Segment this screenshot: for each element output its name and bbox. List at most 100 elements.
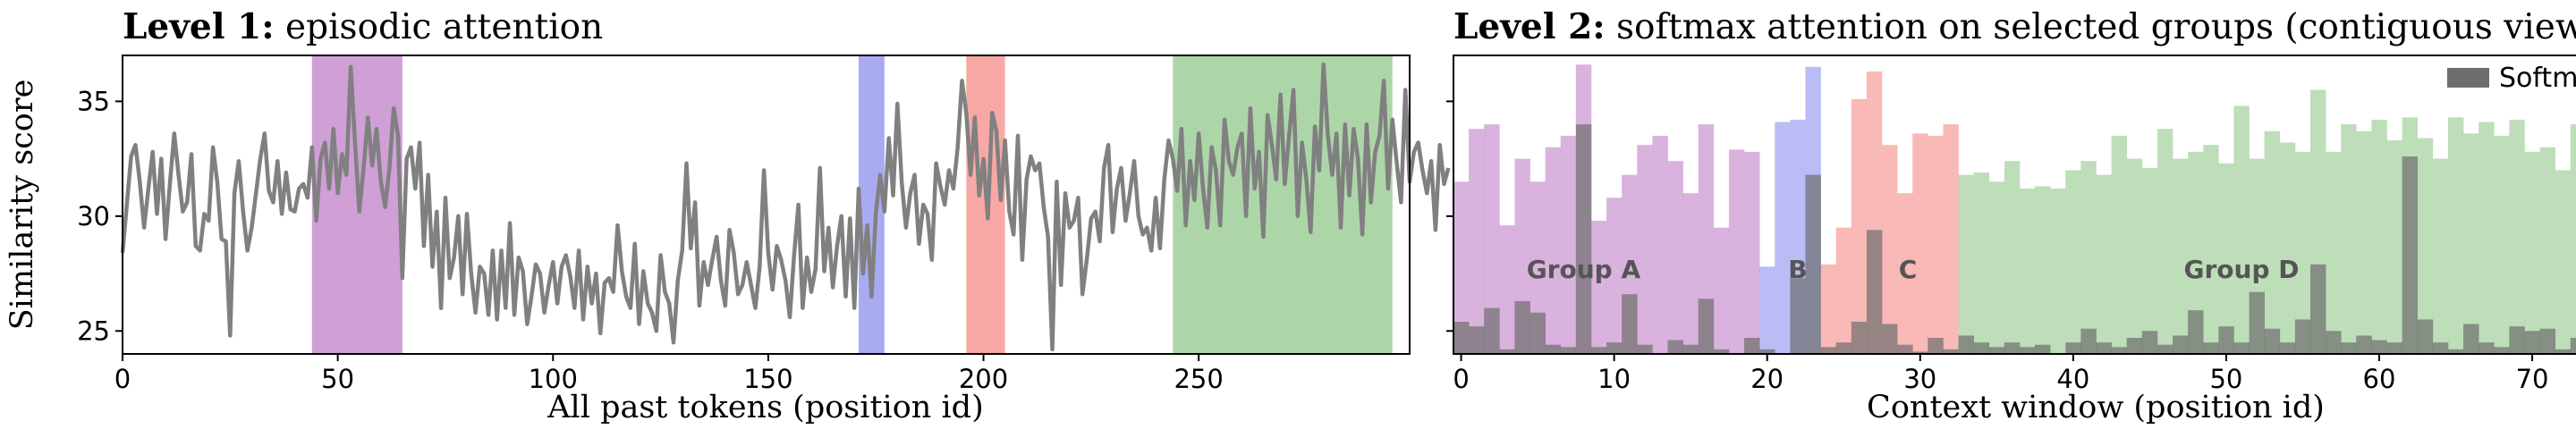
similarity-bar — [1590, 220, 1607, 354]
x-tick-label: 50 — [2209, 364, 2242, 394]
similarity-bar — [2218, 163, 2234, 354]
panel1-y-ticks: 25 30 35 — [77, 86, 123, 346]
softmax-bar — [1759, 349, 1775, 354]
x-tick-label: 150 — [743, 364, 792, 394]
x-tick-label: 0 — [1453, 364, 1469, 394]
softmax-bar — [2004, 342, 2021, 354]
similarity-bar — [1530, 181, 1546, 354]
softmax-bar — [2432, 342, 2449, 354]
x-tick-label: 100 — [529, 364, 578, 394]
softmax-bar — [2447, 349, 2464, 354]
x-tick-label: 30 — [1903, 364, 1936, 394]
softmax-bar — [2539, 328, 2556, 354]
similarity-bar — [2035, 186, 2051, 354]
similarity-bar — [1897, 193, 1913, 354]
softmax-bar — [2570, 338, 2576, 354]
panel2-x-axis-label: Context window (position id) — [1867, 390, 2325, 425]
similarity-bar — [1988, 181, 2005, 354]
highlight-band-1 — [858, 55, 885, 354]
softmax-bar — [2157, 344, 2174, 354]
similarity-bar — [2463, 133, 2479, 354]
softmax-bar — [1805, 174, 1821, 354]
similarity-bar — [1560, 135, 1577, 354]
softmax-bar — [2233, 342, 2250, 354]
softmax-bar — [2555, 349, 2572, 354]
panel2-bars — [1453, 64, 2576, 355]
legend-label: Softmax score — [2499, 63, 2576, 94]
similarity-bar — [2494, 135, 2510, 354]
softmax-bar — [1928, 338, 1944, 354]
similarity-bar — [2447, 117, 2464, 354]
softmax-bar — [2279, 342, 2296, 354]
y-tick-label: 25 — [77, 315, 110, 346]
softmax-bar — [1790, 278, 1806, 354]
softmax-bar — [2065, 342, 2081, 354]
similarity-bar — [1759, 266, 1775, 354]
softmax-bar — [2417, 319, 2434, 354]
similarity-bar — [1882, 145, 1898, 354]
panel1-title-bold: Level 1: — [123, 6, 275, 47]
similarity-bar — [2570, 124, 2576, 354]
panel2-legend: Softmax score — [2447, 63, 2576, 94]
softmax-bar — [1851, 322, 1868, 354]
panel1-x-ticks: 0 50 100 150 200 250 — [114, 354, 1224, 394]
similarity-bar — [1545, 147, 1562, 354]
softmax-bar — [2524, 331, 2540, 354]
similarity-bar — [2555, 170, 2572, 354]
similarity-bar — [2126, 158, 2143, 354]
softmax-bar — [2096, 342, 2112, 354]
y-tick-label: 30 — [77, 201, 110, 231]
similarity-bar — [1744, 151, 1760, 354]
softmax-bar — [1958, 335, 1974, 354]
softmax-bar — [1866, 230, 1883, 354]
softmax-bar — [2035, 344, 2051, 354]
similarity-bar — [2386, 140, 2402, 354]
softmax-bar — [2080, 328, 2097, 354]
softmax-bar — [2188, 310, 2204, 354]
softmax-bar — [2479, 342, 2495, 354]
softmax-bar — [2218, 326, 2234, 354]
softmax-bar — [1682, 344, 1699, 354]
x-tick-label: 20 — [1750, 364, 1784, 394]
similarity-line — [120, 63, 1451, 352]
similarity-bar — [2326, 151, 2342, 354]
softmax-bar — [1499, 349, 1515, 354]
softmax-bar — [1453, 322, 1470, 354]
softmax-bar — [1744, 338, 1760, 354]
similarity-bar — [2080, 161, 2097, 354]
softmax-bar — [2173, 335, 2189, 354]
y-tick-label: 35 — [77, 86, 110, 116]
softmax-bar — [1622, 294, 1638, 354]
group-label: Group A — [1527, 255, 1641, 284]
similarity-bar — [2341, 124, 2357, 354]
similarity-bar — [2356, 130, 2372, 354]
panel2-y-ticks — [1446, 100, 1453, 332]
similarity-bar — [1637, 145, 1653, 354]
similarity-bar — [2233, 105, 2250, 355]
softmax-bar — [1698, 299, 1715, 354]
similarity-bar — [1606, 198, 1623, 354]
softmax-bar — [2463, 324, 2479, 354]
softmax-bar — [1590, 347, 1607, 354]
softmax-bar — [2386, 342, 2402, 354]
similarity-bar — [1713, 227, 1730, 354]
similarity-bar — [2111, 135, 2128, 354]
similarity-bar — [2264, 130, 2281, 354]
softmax-bar — [2111, 347, 2128, 354]
softmax-bar — [2249, 291, 2265, 354]
softmax-bar — [1667, 340, 1683, 354]
similarity-bar — [2019, 189, 2036, 354]
softmax-bar — [2141, 331, 2158, 354]
panel-level1: Level 1: episodic attention 0 50 100 150 200… — [4, 6, 1451, 425]
similarity-bar — [2157, 129, 2174, 354]
softmax-bar — [1637, 344, 1653, 354]
panel1-title: Level 1: episodic attention — [123, 6, 603, 47]
softmax-bar — [2326, 331, 2342, 354]
softmax-bar — [2126, 338, 2143, 354]
softmax-bar — [1530, 312, 1546, 354]
similarity-bar — [2004, 161, 2021, 354]
panel2-title: Level 2: softmax attention on selected g… — [1453, 6, 2576, 47]
softmax-bar — [1988, 347, 2005, 354]
similarity-bar — [1453, 181, 1470, 354]
